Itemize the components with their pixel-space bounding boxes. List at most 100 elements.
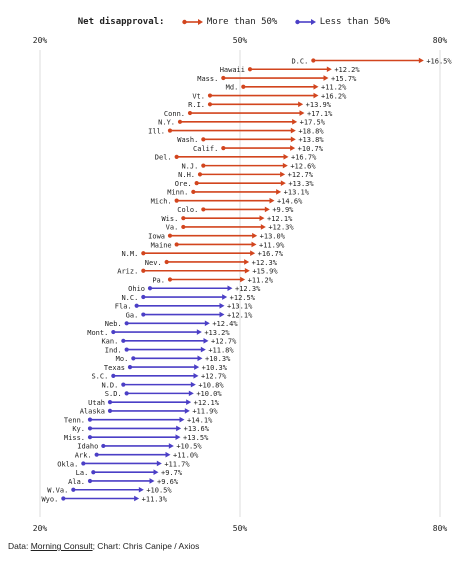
state-label: N.Y. [158, 119, 175, 127]
start-point [134, 303, 139, 308]
data-row: Pa. +11.2% [152, 276, 273, 284]
end-arrow [260, 224, 266, 230]
end-arrow [290, 136, 296, 143]
start-point [174, 198, 179, 203]
footer-suffix: ; Chart: Chris Canipe / Axios [92, 541, 200, 551]
change-label: +9.6% [157, 478, 179, 486]
start-point [201, 163, 206, 168]
data-row: N.D. +10.8% [101, 381, 224, 389]
data-row: Vt. +16.2% [192, 92, 347, 100]
start-point [147, 286, 153, 291]
end-arrow [259, 215, 265, 221]
data-row: Mont. +13.2% [87, 329, 230, 337]
end-arrow [196, 329, 202, 335]
end-arrow [269, 197, 275, 204]
change-label: +12.1% [267, 215, 293, 223]
state-label: Mich. [151, 197, 172, 205]
legend: Net disapproval: More than 50% Less than… [0, 17, 474, 27]
end-arrow [290, 145, 296, 151]
state-label: Fla. [115, 303, 132, 311]
end-arrow [250, 250, 256, 257]
end-arrow [244, 259, 250, 265]
data-row: Fla. +13.1% [115, 303, 253, 311]
start-point [141, 312, 146, 317]
start-point [124, 391, 129, 396]
start-point [167, 277, 173, 282]
start-point [87, 417, 93, 422]
legend-label: Net disapproval: [77, 17, 165, 27]
state-label: Okla. [57, 460, 78, 468]
state-label: N.C. [121, 294, 138, 302]
start-point [187, 110, 193, 116]
change-label: +18.8% [298, 127, 324, 135]
start-point [127, 365, 133, 370]
state-label: Calif. [193, 145, 218, 153]
data-row: Ky. +13.6% [72, 425, 209, 433]
change-label: +13.1% [284, 189, 310, 197]
change-label: +9.7% [161, 469, 183, 477]
state-label: W.Va. [47, 487, 68, 495]
change-label: +12.7% [211, 338, 237, 346]
start-point [201, 207, 206, 212]
end-arrow [326, 66, 332, 73]
state-label: Va. [166, 224, 179, 232]
data-row: Alaska +11.9% [80, 408, 219, 416]
start-point [81, 461, 86, 466]
state-label: N.D. [101, 381, 118, 389]
state-label: N.J. [181, 162, 198, 170]
start-point [181, 224, 186, 230]
state-label: Texas [104, 364, 125, 372]
change-label: +12.3% [268, 224, 294, 232]
end-arrow [188, 390, 194, 397]
data-row: N.C. +12.5% [121, 294, 255, 302]
end-arrow [193, 373, 199, 379]
start-point [111, 373, 116, 378]
legend-more-label: More than 50% [206, 17, 278, 27]
end-arrow [197, 355, 203, 362]
data-row: La. +9.7% [76, 469, 183, 477]
change-label: +11.0% [173, 452, 199, 460]
state-label: Ark. [75, 452, 92, 460]
change-label: +11.9% [259, 241, 285, 249]
data-row: Colo. +9.9% [177, 206, 294, 214]
state-label: S.C. [91, 373, 108, 381]
footer-prefix: Data: [8, 541, 31, 551]
data-row: Ga. +12.1% [126, 311, 253, 319]
data-row: Wis. +12.1% [161, 215, 293, 223]
end-arrow [227, 285, 233, 292]
state-label: Alaska [80, 408, 105, 416]
start-point [167, 128, 173, 133]
source-link[interactable]: Morning Consult [30, 541, 93, 551]
legend-more-swatch-icon [182, 18, 203, 25]
end-arrow [190, 381, 196, 388]
change-label: +13.6% [184, 425, 210, 433]
change-label: +10.7% [298, 145, 324, 153]
footer-credit: Data: Morning Consult; Chart: Chris Cani… [8, 541, 199, 551]
change-label: +13.1% [227, 303, 253, 311]
data-row: Mich. +14.6% [151, 197, 303, 205]
start-point [177, 119, 183, 124]
tick-label-bottom: 80% [433, 524, 448, 533]
legend-item-less: Less than 50% [295, 17, 390, 27]
chart-rows: D.C. +16.5% Hawaii +12.2% Mass. +15.7% Md. +11.… [41, 57, 452, 503]
data-row: Calif. +10.7% [193, 145, 324, 153]
state-label: Ill. [148, 127, 165, 135]
start-point [121, 338, 126, 343]
state-label: Utah [88, 399, 105, 407]
tick-label-bottom: 20% [33, 524, 48, 533]
change-label: +16.5% [426, 57, 452, 65]
end-arrow [323, 75, 329, 81]
start-point [107, 408, 113, 413]
end-arrow [283, 154, 289, 160]
data-row: N.H. +12.7% [178, 171, 314, 179]
start-point [247, 67, 253, 72]
change-label: +12.1% [194, 399, 220, 407]
change-label: +10.8% [198, 381, 224, 389]
end-arrow [156, 460, 162, 467]
data-row: N.J. +12.6% [181, 162, 316, 170]
gridlines [39, 50, 441, 517]
state-label: La. [76, 469, 89, 477]
change-label: +10.0% [196, 390, 222, 398]
data-row: Ind. +11.8% [105, 346, 235, 354]
start-point [87, 435, 93, 440]
